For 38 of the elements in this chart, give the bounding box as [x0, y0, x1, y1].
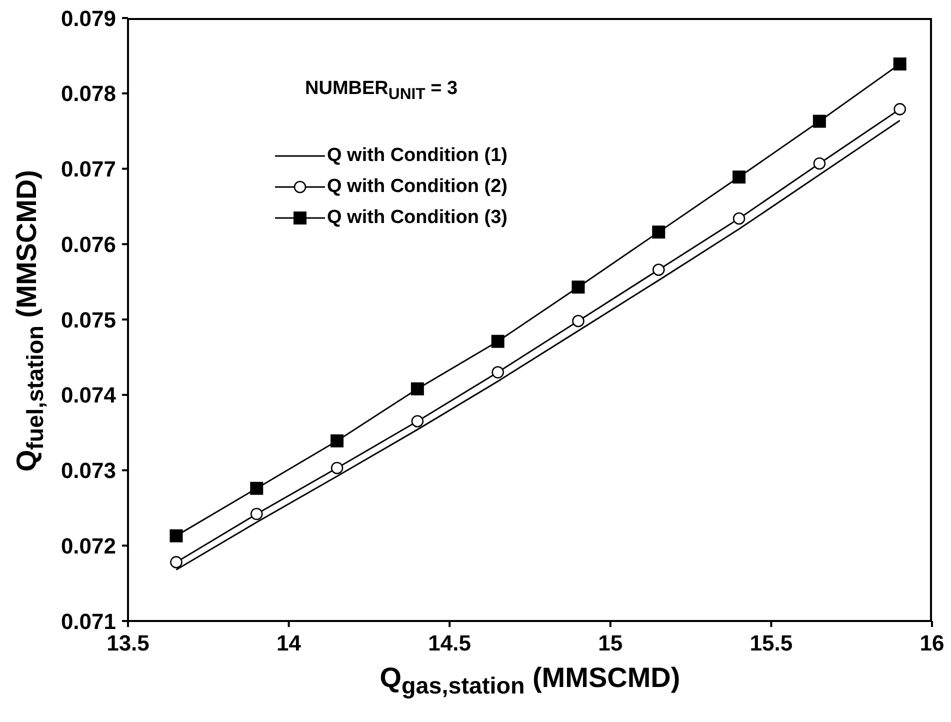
y-tick-label: 0.072	[60, 533, 116, 558]
point	[250, 482, 264, 495]
y-tick-label: 0.077	[60, 156, 116, 182]
point	[411, 415, 424, 428]
y-tick-label: 0.074	[60, 382, 117, 408]
point	[330, 434, 344, 448]
point	[492, 366, 504, 378]
x-tick-label: 14.5	[428, 630, 472, 656]
point	[572, 314, 584, 328]
point	[732, 212, 746, 225]
point	[652, 226, 666, 239]
x-tick-label: 15	[598, 630, 623, 656]
point	[330, 462, 344, 474]
annotation: NUMBER$_{UNIT}$ = 3	[305, 78, 458, 104]
point	[813, 157, 826, 170]
x-tick-label: 15.5	[750, 630, 793, 656]
point	[250, 508, 263, 520]
y-tick-label: 0.078	[60, 81, 116, 106]
point	[491, 334, 504, 348]
y-tick-label: 0.079	[60, 6, 116, 31]
legend-label: Q with Condition (1)	[327, 144, 508, 166]
x-tick-label: 14	[276, 630, 302, 656]
point	[410, 382, 424, 396]
y-tick-label: 0.076	[60, 232, 116, 257]
point	[652, 264, 665, 276]
y-tick-label: 0.075	[60, 307, 116, 332]
y-tick-label: 0.073	[60, 458, 116, 484]
point	[812, 114, 826, 128]
x-axis-title: Q$_{gas,station}$ (MMSCMD)	[378, 662, 682, 700]
point	[572, 280, 585, 294]
legend-label: Q with Condition (2)	[327, 176, 508, 198]
legend-label: Q with Condition (3)	[327, 206, 508, 228]
point	[170, 529, 183, 542]
point	[732, 170, 746, 184]
x-tick-label: 16	[920, 630, 944, 656]
point	[170, 556, 182, 568]
point	[893, 57, 906, 70]
point	[894, 103, 906, 116]
